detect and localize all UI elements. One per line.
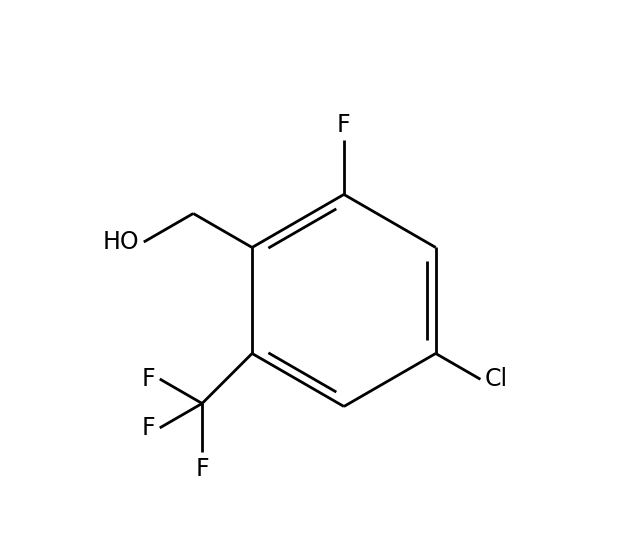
- Text: F: F: [142, 367, 155, 391]
- Text: Cl: Cl: [485, 367, 508, 391]
- Text: F: F: [337, 113, 350, 137]
- Text: HO: HO: [103, 230, 139, 254]
- Text: F: F: [142, 416, 155, 440]
- Text: F: F: [195, 457, 209, 481]
